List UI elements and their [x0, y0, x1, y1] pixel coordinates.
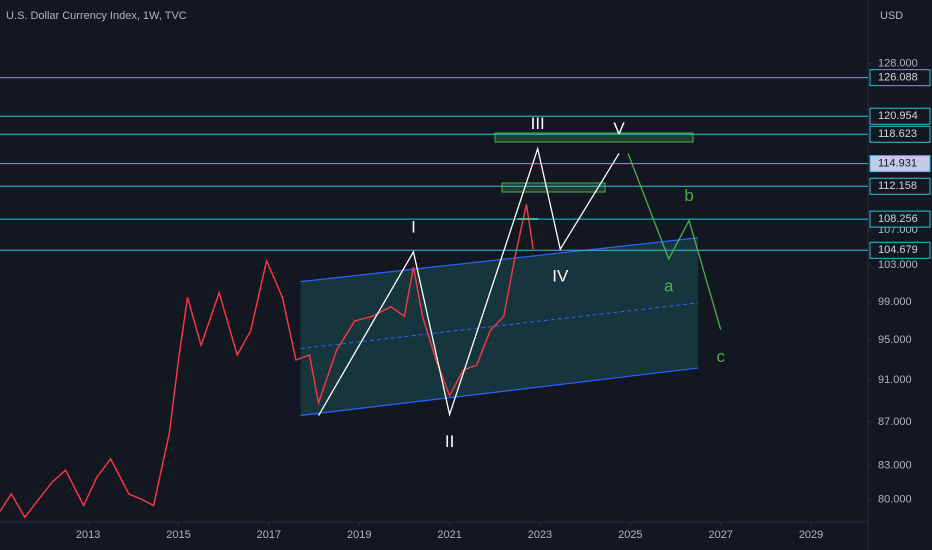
x-tick-label: 2023 [528, 529, 552, 541]
x-tick-label: 2013 [76, 529, 100, 541]
channel-line [300, 237, 699, 283]
level-label: 120.954 [878, 110, 918, 122]
level-label-box [869, 107, 931, 125]
level-label: 114.931 [878, 158, 917, 170]
wave-line [317, 146, 620, 417]
wave-label: II [445, 432, 454, 451]
target-box [501, 182, 606, 193]
x-tick-label: 2027 [708, 529, 732, 541]
wave-label: a [664, 276, 674, 295]
x-tick-label: 2025 [618, 529, 642, 541]
wave-label: c [716, 347, 725, 366]
level-label-box [869, 69, 931, 87]
y-tick-label: 103.000 [878, 259, 918, 271]
x-tick-label: 2019 [347, 529, 371, 541]
x-tick-label: 2015 [166, 529, 190, 541]
wave-label: III [531, 114, 545, 133]
level-label: 104.679 [878, 244, 918, 256]
chart-title: U.S. Dollar Currency Index, 1W, TVC [6, 10, 187, 22]
y-tick-label: 87.000 [878, 416, 912, 428]
level-label-box [869, 125, 931, 143]
y-tick-label: 91.000 [878, 374, 912, 386]
channel-area [300, 237, 699, 416]
x-tick-label: 2021 [437, 529, 461, 541]
plot-area [0, 204, 699, 519]
channel-midline [300, 302, 699, 350]
wave-line [627, 153, 722, 330]
target-box [494, 132, 694, 143]
y-tick-label: 80.000 [878, 494, 912, 506]
level-label: 108.256 [878, 213, 918, 225]
level-label: 112.158 [878, 180, 917, 192]
wave-label: I [411, 217, 416, 236]
level-label-box [869, 177, 931, 195]
currency-label: USD [880, 10, 903, 22]
y-tick-label: 83.000 [878, 459, 912, 471]
level-label: 118.623 [878, 128, 917, 140]
level-label: 126.088 [878, 72, 918, 84]
y-tick-label: 128.000 [878, 58, 918, 70]
channel-line [300, 367, 699, 417]
price-line [0, 204, 534, 519]
x-tick-label: 2017 [257, 529, 281, 541]
wave-label: IV [552, 267, 569, 286]
level-label-box [869, 241, 931, 259]
y-tick-label: 99.000 [878, 296, 912, 308]
wave-label: b [684, 186, 693, 205]
x-tick-label: 2029 [799, 529, 823, 541]
level-label-box [869, 155, 931, 173]
wave-label: V [613, 119, 625, 138]
y-tick-label: 95.000 [878, 334, 912, 346]
level-label-box [869, 210, 931, 228]
